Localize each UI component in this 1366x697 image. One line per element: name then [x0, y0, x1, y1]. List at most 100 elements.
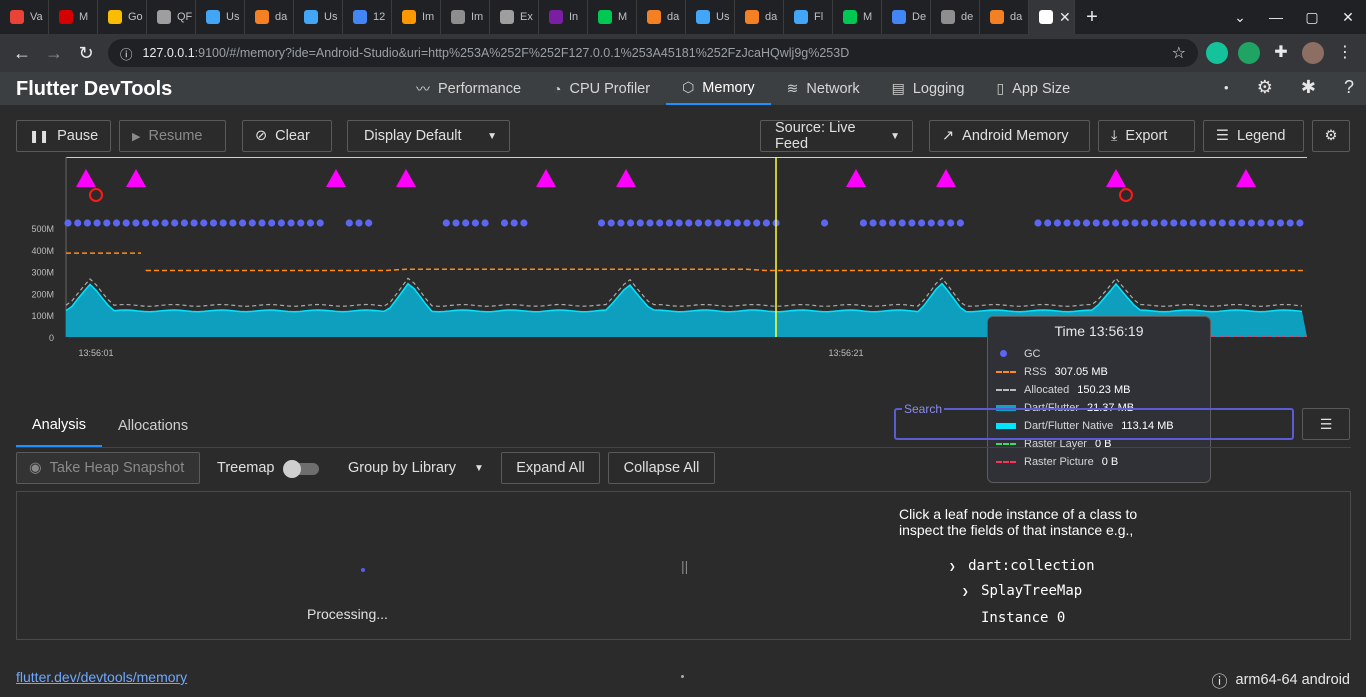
browser-tab[interactable]: M: [833, 0, 882, 34]
split-drag-handle[interactable]: ||: [681, 558, 689, 574]
new-tab-button[interactable]: +: [1086, 5, 1098, 28]
docs-link[interactable]: flutter.dev/devtools/memory: [16, 669, 188, 685]
legend-button[interactable]: ☰ Legend: [1203, 120, 1304, 152]
browser-tab[interactable]: ✕: [1029, 0, 1075, 34]
gc-event-dot: [1238, 219, 1246, 227]
browser-tab[interactable]: QF: [147, 0, 196, 34]
filter-icon: ☰: [1319, 415, 1333, 432]
browser-tab[interactable]: M: [588, 0, 637, 34]
browser-tab[interactable]: da: [245, 0, 294, 34]
tab-label: Performance: [438, 80, 522, 97]
minimize-icon[interactable]: —: [1269, 9, 1283, 25]
tab-analysis[interactable]: Analysis: [16, 405, 102, 447]
search-field[interactable]: Search: [894, 402, 1294, 440]
gc-event-dot: [1286, 219, 1294, 227]
tab-title: In: [569, 11, 579, 23]
gc-event-dot: [151, 219, 159, 227]
tree-class-label: SplayTreeMap: [981, 583, 1083, 599]
collapse-all-button[interactable]: Collapse All: [608, 452, 715, 484]
filter-button[interactable]: ☰: [1302, 408, 1350, 440]
hover-row-rss: RSS 307.05 MB: [996, 363, 1202, 381]
back-icon[interactable]: ←: [13, 42, 31, 63]
browser-tab[interactable]: Ex: [490, 0, 539, 34]
gc-event-dot: [1228, 219, 1236, 227]
browser-tab[interactable]: Fl: [784, 0, 833, 34]
manual-gc-marker: [89, 188, 103, 202]
chevron-down-icon: ❯: [949, 560, 956, 573]
tab-performance[interactable]: 〰 Performance: [400, 72, 537, 105]
group-by-dropdown[interactable]: Group by Library ▼: [348, 460, 484, 476]
browser-tab[interactable]: Us: [294, 0, 343, 34]
tab-memory[interactable]: ⬡ Memory: [666, 72, 771, 105]
browser-tab[interactable]: Us: [686, 0, 735, 34]
browser-tab[interactable]: da: [637, 0, 686, 34]
gc-event-dot: [258, 219, 266, 227]
display-dropdown[interactable]: Display Default ▼: [347, 120, 510, 152]
green-extension-icon[interactable]: [1238, 42, 1260, 64]
chart-settings-button[interactable]: ⚙: [1312, 120, 1350, 152]
hover-row-label: RSS: [1024, 366, 1047, 378]
y-tick-label: 500M: [31, 224, 54, 234]
browser-tab[interactable]: da: [735, 0, 784, 34]
browser-tab[interactable]: da: [980, 0, 1029, 34]
gc-event-dot: [510, 219, 518, 227]
analysis-panel: Processing... || Click a leaf node insta…: [16, 491, 1351, 640]
browser-tab[interactable]: Go: [98, 0, 147, 34]
bug-report-icon[interactable]: ✱: [1300, 77, 1316, 97]
gear-icon: ⚙: [1324, 128, 1338, 144]
tab-network[interactable]: ≋ Network: [771, 72, 876, 105]
browser-tab[interactable]: Va: [0, 0, 49, 34]
gc-event-dot: [1209, 219, 1217, 227]
gc-event-dot: [1150, 219, 1158, 227]
browser-tab[interactable]: M: [49, 0, 98, 34]
settings-gear-icon[interactable]: ⚙: [1256, 77, 1273, 97]
tab-allocations[interactable]: Allocations: [118, 418, 189, 434]
browser-tab[interactable]: 12: [343, 0, 392, 34]
search-input[interactable]: [904, 416, 1284, 434]
resume-button[interactable]: ▶ Resume: [119, 120, 226, 152]
browser-tab[interactable]: De: [882, 0, 931, 34]
close-window-icon[interactable]: ✕: [1342, 8, 1354, 25]
gc-event-dot: [656, 219, 664, 227]
grammarly-extension-icon[interactable]: [1206, 42, 1228, 64]
tab-app-size[interactable]: ▯ App Size: [980, 72, 1086, 105]
help-icon[interactable]: ?: [1343, 77, 1354, 97]
url-input[interactable]: ⓘ 127.0.0.1:9100/#/memory?ide=Android-St…: [108, 39, 1198, 67]
browser-tab[interactable]: In: [539, 0, 588, 34]
info-icon[interactable]: ⓘ: [120, 47, 133, 62]
memory-chart[interactable]: 500M 400M 300M 200M 100M 0 13:56:01 13:56:21: [16, 157, 1307, 382]
browser-menu-icon[interactable]: ⋮: [1337, 44, 1353, 61]
pause-button[interactable]: ❚❚ Pause: [16, 120, 111, 152]
profile-avatar[interactable]: [1302, 42, 1324, 64]
gc-event-dot: [112, 219, 121, 227]
browser-tab[interactable]: Us: [196, 0, 245, 34]
tab-favicon-icon: [451, 10, 465, 24]
tab-logging[interactable]: ▤ Logging: [876, 72, 981, 105]
processing-text: Processing...: [307, 606, 388, 622]
close-tab-icon[interactable]: ✕: [1059, 8, 1071, 25]
clear-button[interactable]: ⊘ Clear: [242, 120, 332, 152]
expand-all-button[interactable]: Expand All: [501, 452, 600, 484]
browser-tab[interactable]: de: [931, 0, 980, 34]
take-heap-snapshot-button[interactable]: ◉ Take Heap Snapshot: [16, 452, 200, 484]
info-circle-icon[interactable]: ⓘ: [1211, 674, 1228, 691]
puzzle-extensions-icon[interactable]: ✚: [1274, 44, 1288, 61]
gc-event-dot: [316, 219, 324, 227]
bookmark-star-icon[interactable]: ☆: [1171, 45, 1186, 62]
tab-search-icon[interactable]: ⌄: [1234, 8, 1246, 25]
export-button[interactable]: ⤓ Export: [1098, 120, 1195, 152]
android-memory-button[interactable]: ↗ Android Memory: [929, 120, 1090, 152]
reload-icon[interactable]: ↻: [78, 42, 94, 63]
gc-event-dot: [180, 219, 188, 227]
tab-cpu-profiler[interactable]: ◔ CPU Profiler: [537, 72, 666, 105]
browser-tab[interactable]: Im: [392, 0, 441, 34]
gc-event-dot: [908, 219, 916, 227]
forward-icon[interactable]: →: [45, 42, 63, 63]
performance-icon: 〰: [416, 80, 430, 97]
browser-tab[interactable]: Im: [441, 0, 490, 34]
treemap-toggle[interactable]: [283, 460, 319, 478]
source-dropdown[interactable]: Source: Live Feed ▼: [760, 120, 913, 152]
gc-event-dot: [442, 219, 450, 227]
maximize-icon[interactable]: ▢: [1305, 8, 1319, 25]
